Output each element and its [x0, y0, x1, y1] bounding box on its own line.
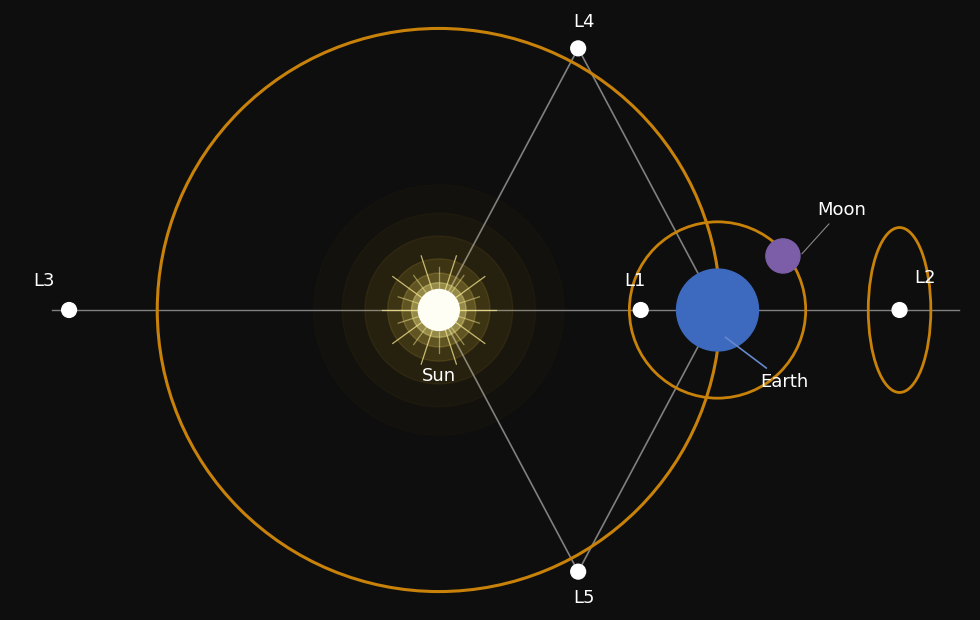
- Circle shape: [892, 303, 907, 317]
- Circle shape: [402, 273, 475, 347]
- Circle shape: [766, 239, 800, 273]
- Circle shape: [365, 236, 513, 384]
- Text: L2: L2: [913, 269, 935, 287]
- Circle shape: [418, 290, 460, 330]
- Text: L3: L3: [33, 272, 55, 290]
- Circle shape: [388, 259, 490, 361]
- Text: Earth: Earth: [725, 337, 808, 391]
- Text: Moon: Moon: [802, 201, 866, 254]
- Text: L5: L5: [573, 589, 595, 607]
- Circle shape: [570, 564, 586, 579]
- Circle shape: [412, 283, 466, 337]
- Circle shape: [676, 269, 759, 351]
- Circle shape: [570, 41, 586, 56]
- Text: Sun: Sun: [421, 367, 456, 385]
- Circle shape: [62, 303, 76, 317]
- Text: L4: L4: [573, 13, 595, 31]
- Circle shape: [418, 290, 459, 330]
- Circle shape: [633, 303, 648, 317]
- Text: L1: L1: [624, 272, 646, 290]
